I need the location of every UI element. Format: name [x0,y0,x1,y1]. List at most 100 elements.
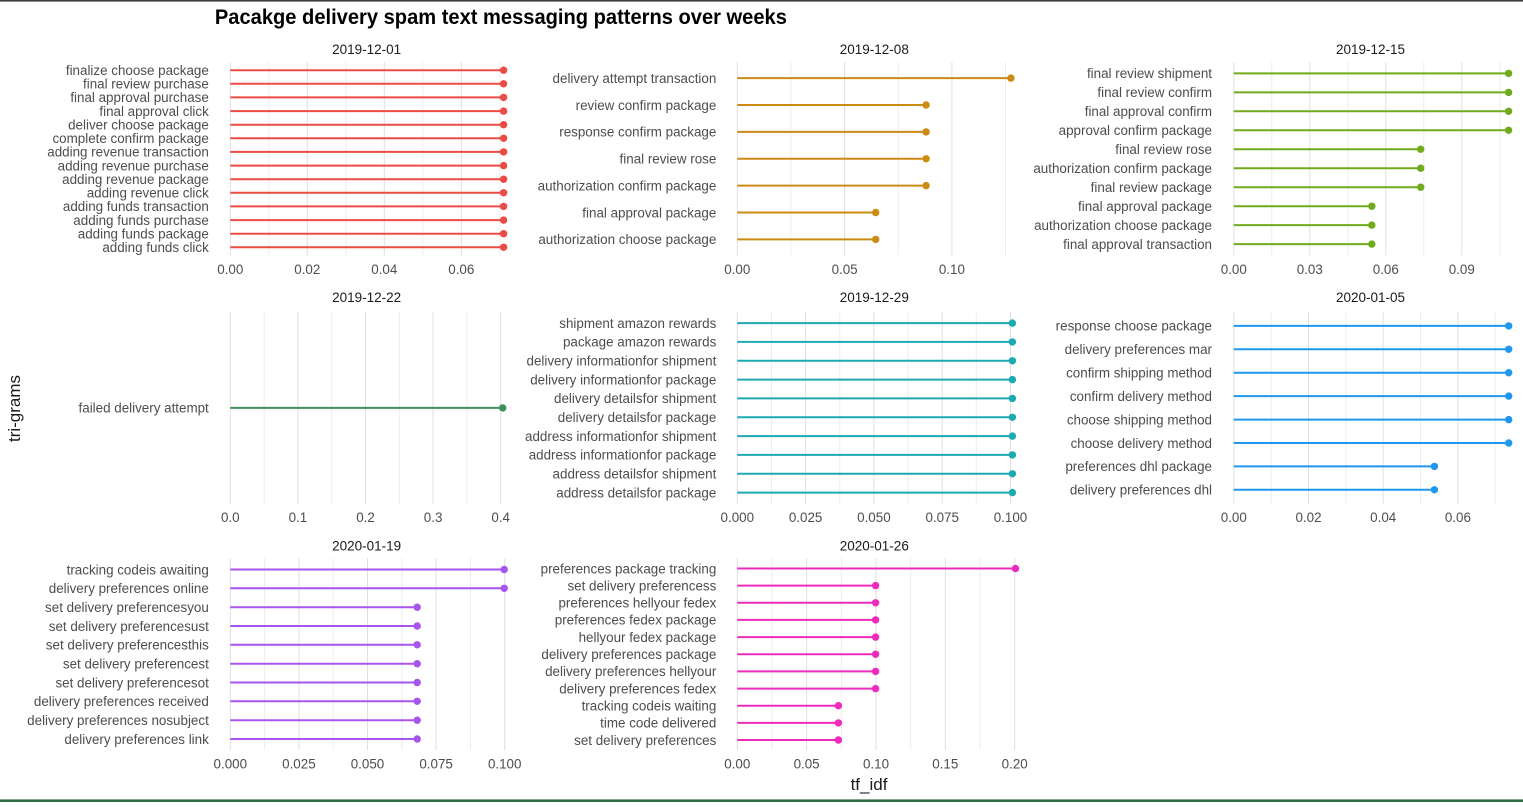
svg-text:delivery informationfor packag: delivery informationfor package [530,372,716,387]
svg-text:2019-12-29: 2019-12-29 [840,290,909,305]
svg-text:final review rose: final review rose [1115,142,1212,157]
svg-text:0.06: 0.06 [448,262,474,277]
svg-text:0.06: 0.06 [1373,262,1399,277]
svg-text:delivery preferences hellyour: delivery preferences hellyour [545,664,717,679]
svg-text:0.075: 0.075 [419,757,453,772]
svg-text:confirm shipping method: confirm shipping method [1066,366,1212,381]
svg-text:adding funds purchase: adding funds purchase [73,213,209,228]
svg-text:delivery attempt transaction: delivery attempt transaction [553,71,717,86]
svg-text:set delivery preferencesthis: set delivery preferencesthis [46,638,209,653]
svg-text:confirm delivery method: confirm delivery method [1070,389,1212,404]
svg-text:0.025: 0.025 [789,510,823,525]
svg-text:failed delivery attempt: failed delivery attempt [79,401,210,416]
svg-text:adding funds package: adding funds package [78,227,209,242]
svg-text:0.02: 0.02 [1295,510,1321,525]
svg-text:delivery preferences package: delivery preferences package [541,647,716,662]
svg-text:preferences hellyour fedex: preferences hellyour fedex [558,596,716,611]
svg-text:final review purchase: final review purchase [83,77,209,92]
svg-text:delivery preferences online: delivery preferences online [49,581,209,596]
svg-text:0.050: 0.050 [351,757,385,772]
svg-text:0.15: 0.15 [932,757,958,772]
svg-text:0.2: 0.2 [356,510,375,525]
svg-text:adding revenue click: adding revenue click [87,186,209,201]
svg-text:final review package: final review package [1091,180,1212,195]
svg-text:preferences dhl package: preferences dhl package [1065,459,1212,474]
svg-text:address informationfor shipmen: address informationfor shipment [525,429,717,444]
svg-text:0.100: 0.100 [994,510,1028,525]
svg-text:adding revenue transaction: adding revenue transaction [47,145,209,160]
svg-text:0.4: 0.4 [491,510,510,525]
svg-text:0.075: 0.075 [925,510,959,525]
svg-text:0.05: 0.05 [794,757,820,772]
svg-text:final review shipment: final review shipment [1087,66,1212,81]
svg-text:0.09: 0.09 [1449,262,1475,277]
svg-text:delivery preferences link: delivery preferences link [64,732,209,747]
svg-text:authorization choose package: authorization choose package [1034,218,1212,233]
svg-text:set delivery preferencesot: set delivery preferencesot [55,675,209,690]
svg-text:set delivery preferences: set delivery preferences [574,733,716,748]
svg-text:final approval transaction: final approval transaction [1063,237,1212,252]
svg-text:preferences fedex package: preferences fedex package [555,613,717,628]
svg-text:final approval confirm: final approval confirm [1085,104,1212,119]
svg-text:final approval package: final approval package [582,205,716,220]
svg-text:final approval click: final approval click [99,104,209,119]
svg-text:0.03: 0.03 [1297,262,1323,277]
svg-text:2019-12-01: 2019-12-01 [332,42,401,57]
svg-text:address detailsfor shipment: address detailsfor shipment [553,467,717,482]
svg-text:authorization confirm package: authorization confirm package [538,178,717,193]
svg-text:0.04: 0.04 [1370,510,1397,525]
svg-text:set delivery preferencesyou: set delivery preferencesyou [45,600,209,615]
svg-text:delivery preferences fedex: delivery preferences fedex [559,681,716,696]
svg-text:0.02: 0.02 [294,262,320,277]
svg-text:0.050: 0.050 [857,510,891,525]
svg-text:0.025: 0.025 [282,757,316,772]
svg-text:adding revenue purchase: adding revenue purchase [58,158,209,173]
svg-text:adding funds transaction: adding funds transaction [63,199,209,214]
svg-text:tf_idf: tf_idf [851,775,888,794]
svg-text:final review confirm: final review confirm [1097,85,1212,100]
svg-text:final review rose: final review rose [620,152,717,167]
svg-text:finalize choose package: finalize choose package [66,63,209,78]
svg-text:adding revenue package: adding revenue package [62,172,209,187]
svg-text:authorization confirm package: authorization confirm package [1033,161,1212,176]
svg-text:set delivery preferencess: set delivery preferencess [567,578,716,593]
svg-text:delivery preferences mar: delivery preferences mar [1065,342,1213,357]
svg-text:2019-12-22: 2019-12-22 [332,290,401,305]
svg-text:adding funds click: adding funds click [102,240,209,255]
svg-text:set delivery preferencest: set delivery preferencest [63,657,209,672]
svg-text:0.000: 0.000 [214,757,248,772]
svg-text:address detailsfor package: address detailsfor package [556,485,716,500]
svg-text:tracking codeis waiting: tracking codeis waiting [582,699,717,714]
svg-text:final approval purchase: final approval purchase [70,90,208,105]
svg-text:0.10: 0.10 [939,262,965,277]
svg-text:0.05: 0.05 [832,262,858,277]
svg-text:delivery detailsfor shipment: delivery detailsfor shipment [554,391,717,406]
svg-text:delivery preferences dhl: delivery preferences dhl [1070,483,1212,498]
svg-text:review confirm package: review confirm package [576,98,717,113]
svg-text:0.00: 0.00 [1221,510,1247,525]
svg-text:2020-01-26: 2020-01-26 [840,538,909,553]
svg-text:complete confirm package: complete confirm package [52,131,208,146]
svg-text:choose shipping method: choose shipping method [1067,412,1212,427]
svg-text:approval confirm package: approval confirm package [1059,123,1212,138]
svg-text:0.00: 0.00 [1221,262,1247,277]
svg-text:0.1: 0.1 [289,510,308,525]
svg-text:2020-01-05: 2020-01-05 [1336,290,1405,305]
svg-text:delivery detailsfor package: delivery detailsfor package [558,410,717,425]
svg-text:0.0: 0.0 [221,510,240,525]
svg-text:response choose package: response choose package [1056,319,1212,334]
svg-text:0.00: 0.00 [217,262,243,277]
svg-text:0.06: 0.06 [1445,510,1471,525]
svg-text:hellyour fedex package: hellyour fedex package [579,630,717,645]
svg-text:authorization choose package: authorization choose package [538,232,716,247]
svg-text:2020-01-19: 2020-01-19 [332,538,401,553]
svg-text:delivery preferences received: delivery preferences received [34,694,209,709]
svg-text:delivery preferences nosubject: delivery preferences nosubject [27,713,209,728]
svg-text:choose delivery method: choose delivery method [1071,436,1212,451]
svg-text:tri-grams: tri-grams [5,375,24,442]
svg-text:set delivery preferencesust: set delivery preferencesust [49,619,209,634]
svg-text:0.20: 0.20 [1002,757,1028,772]
svg-text:time code delivered: time code delivered [600,716,716,731]
svg-text:shipment amazon rewards: shipment amazon rewards [559,316,716,331]
svg-text:delivery informationfor shipme: delivery informationfor shipment [527,354,717,369]
